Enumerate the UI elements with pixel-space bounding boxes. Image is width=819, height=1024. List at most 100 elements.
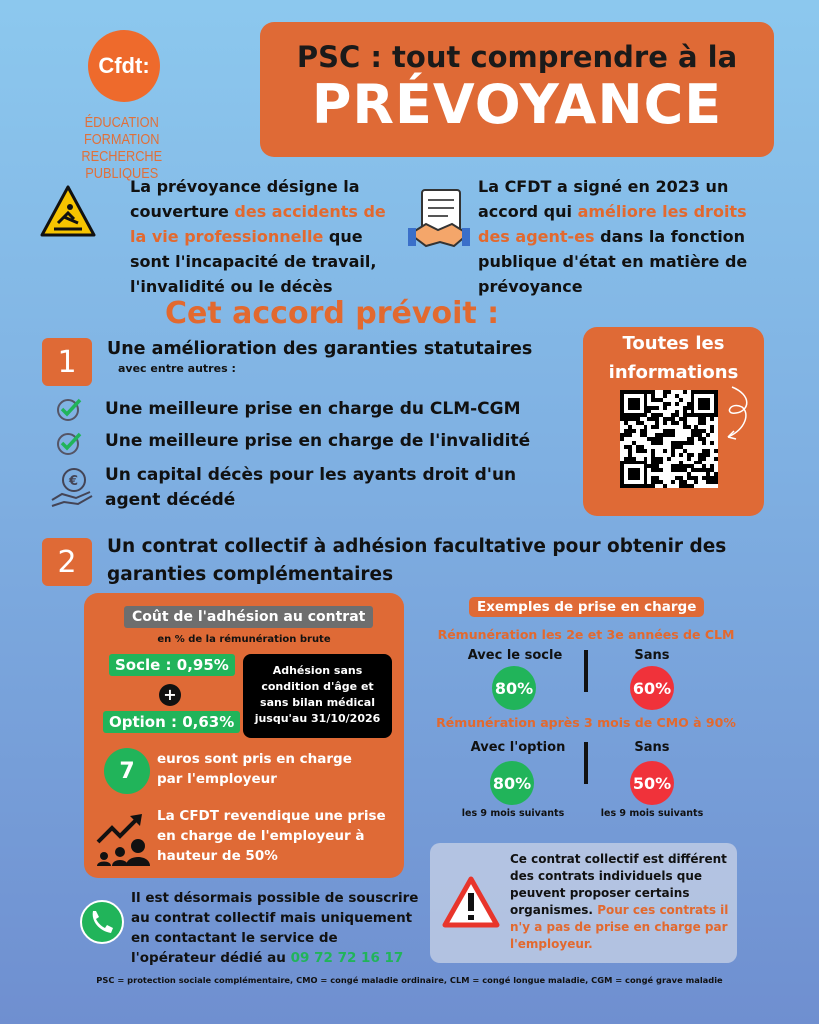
qr-module	[651, 433, 656, 438]
qr-module	[651, 444, 656, 449]
qr-module	[702, 429, 707, 434]
qr-module	[659, 460, 664, 465]
qr-module	[659, 448, 664, 453]
qr-module	[631, 484, 636, 488]
qr-module	[710, 440, 715, 445]
qr-module	[702, 464, 707, 469]
qr-module	[686, 390, 691, 394]
qr-module	[659, 390, 664, 394]
qr-module	[670, 444, 675, 449]
qr-module	[639, 452, 644, 457]
qr-module	[706, 484, 711, 488]
qr-module	[670, 452, 675, 457]
qr-module	[690, 440, 695, 445]
qr-module	[678, 393, 683, 398]
qr-module	[635, 401, 640, 406]
qr-module	[706, 444, 711, 449]
qr-module	[698, 472, 703, 477]
qr-module	[620, 425, 624, 430]
qr-module	[631, 409, 636, 414]
qr-module	[620, 480, 624, 485]
phone-number[interactable]: 09 72 72 16 17	[290, 950, 404, 966]
qr-module	[714, 448, 718, 453]
qr-module	[639, 437, 644, 441]
qr-module	[678, 433, 683, 438]
qr-module	[635, 452, 640, 457]
qr-module	[643, 472, 648, 477]
qr-module	[663, 405, 668, 410]
qr-module	[631, 480, 636, 485]
qr-module	[655, 456, 660, 461]
qr-code[interactable]	[620, 390, 718, 488]
qr-module	[627, 425, 632, 430]
qr-module	[682, 421, 687, 426]
case1-title: Rémunération les 2e et 3e années de CLM	[437, 627, 735, 642]
qr-module	[670, 484, 675, 488]
qr-module	[643, 433, 648, 438]
qr-module	[694, 464, 699, 469]
qr-module	[627, 472, 632, 477]
qr-module	[694, 393, 699, 398]
qr-module	[667, 413, 671, 418]
qr-module	[647, 444, 652, 449]
qr-module	[643, 464, 648, 469]
qr-module	[643, 476, 648, 481]
qr-module	[698, 401, 703, 406]
qr-module	[623, 437, 628, 441]
qr-module	[714, 476, 718, 481]
qr-module	[678, 440, 683, 445]
qr-module	[647, 429, 652, 434]
phone-icon[interactable]	[79, 899, 125, 945]
qr-module	[686, 413, 691, 418]
qr-module	[655, 390, 660, 394]
qr-module	[647, 472, 652, 477]
qr-module	[714, 401, 718, 406]
qr-module	[659, 484, 664, 488]
qr-module	[690, 460, 695, 465]
qr-module	[690, 405, 695, 410]
qr-module	[663, 464, 668, 469]
qr-module	[655, 444, 660, 449]
qr-module	[667, 444, 671, 449]
qr-module	[674, 433, 679, 438]
qr-module	[635, 444, 640, 449]
qr-module	[639, 429, 644, 434]
qr-module	[667, 401, 671, 406]
qr-module	[702, 425, 707, 430]
qr-module	[659, 413, 664, 418]
qr-module	[674, 417, 679, 422]
qr-module	[635, 425, 640, 430]
qr-module	[655, 440, 660, 445]
qr-module	[714, 484, 718, 488]
qr-module	[620, 437, 624, 441]
qr-module	[670, 437, 675, 441]
qr-module	[702, 476, 707, 481]
qr-module	[627, 401, 632, 406]
qr-module	[627, 433, 632, 438]
qr-module	[670, 468, 675, 473]
qr-module	[639, 417, 644, 422]
qr-module	[670, 425, 675, 430]
qr-module	[710, 405, 715, 410]
qr-module	[690, 472, 695, 477]
qr-module	[710, 401, 715, 406]
qr-module	[682, 401, 687, 406]
curly-arrow-icon	[727, 386, 748, 440]
qr-module	[670, 397, 675, 402]
qr-module	[667, 460, 671, 465]
qr-module	[659, 480, 664, 485]
qr-module	[643, 425, 648, 430]
qr-module	[686, 464, 691, 469]
qr-module	[686, 444, 691, 449]
qr-module	[631, 464, 636, 469]
qr-module	[651, 405, 656, 410]
qr-module	[706, 429, 711, 434]
cost-title: Coût de l'adhésion au contrat	[124, 606, 374, 628]
qr-module	[639, 421, 644, 426]
qr-module	[663, 421, 668, 426]
qr-module	[623, 390, 628, 394]
qr-module	[690, 437, 695, 441]
qr-module	[659, 437, 664, 441]
qr-module	[706, 440, 711, 445]
qr-module	[714, 464, 718, 469]
